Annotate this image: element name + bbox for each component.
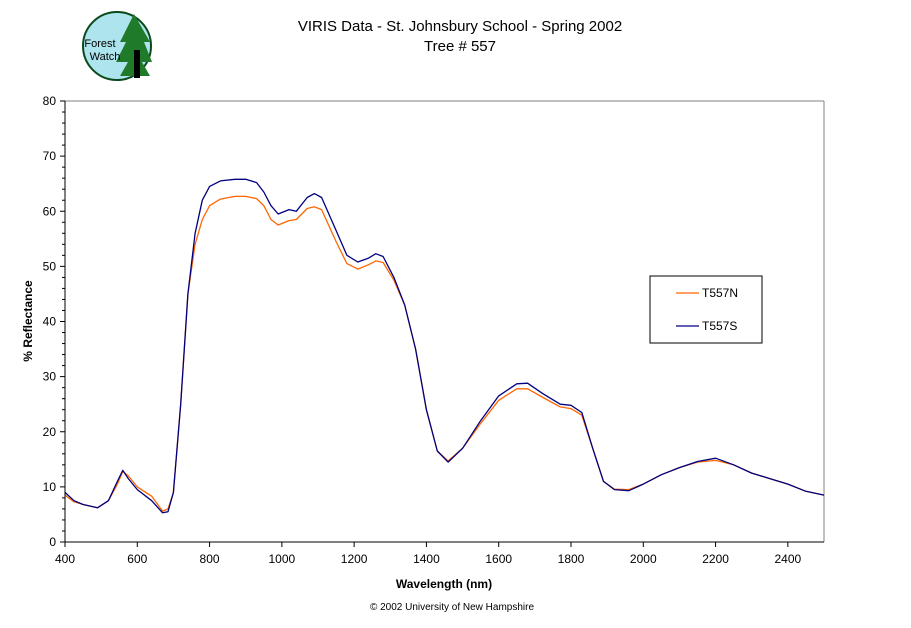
x-tick-label: 800 [200, 552, 220, 566]
y-tick-label: 50 [43, 259, 57, 273]
x-tick-label: 1800 [558, 552, 585, 566]
legend: T557N T557S [649, 275, 763, 344]
x-tick-label: 1200 [341, 552, 368, 566]
x-tick-label: 600 [127, 552, 147, 566]
svg-text:Forest: Forest [84, 38, 115, 50]
y-axis-label: % Reflectance [21, 280, 35, 362]
y-tick-label: 80 [43, 94, 57, 108]
y-tick-label: 60 [43, 204, 57, 218]
chart-title: VIRIS Data - St. Johnsbury School - Spri… [298, 18, 622, 35]
legend-label-t557s: T557S [702, 319, 737, 333]
x-tick-label: 1600 [485, 552, 512, 566]
y-tick-label: 70 [43, 149, 57, 163]
x-tick-label: 2000 [630, 552, 657, 566]
series-line-t557s [64, 178, 825, 514]
y-tick-label: 40 [43, 315, 57, 329]
svg-text:Watch: Watch [90, 51, 121, 63]
y-tick-label: 30 [43, 370, 57, 384]
x-tick-label: 2400 [775, 552, 802, 566]
legend-label-t557n: T557N [702, 286, 738, 300]
series-line-t557n [64, 195, 825, 512]
y-tick-label: 10 [43, 480, 57, 494]
copyright-footer: © 2002 University of New Hampshire [370, 602, 535, 613]
x-tick-label: 2200 [702, 552, 729, 566]
y-tick-label: 20 [43, 425, 57, 439]
chart-subtitle: Tree # 557 [424, 38, 496, 55]
x-tick-label: 1000 [269, 552, 296, 566]
x-tick-label: 400 [55, 552, 75, 566]
x-axis-label: Wavelength (nm) [396, 577, 492, 591]
x-tick-label: 1400 [413, 552, 440, 566]
y-tick-label: 0 [49, 535, 56, 549]
forest-watch-logo: Forest Watch [82, 11, 152, 81]
